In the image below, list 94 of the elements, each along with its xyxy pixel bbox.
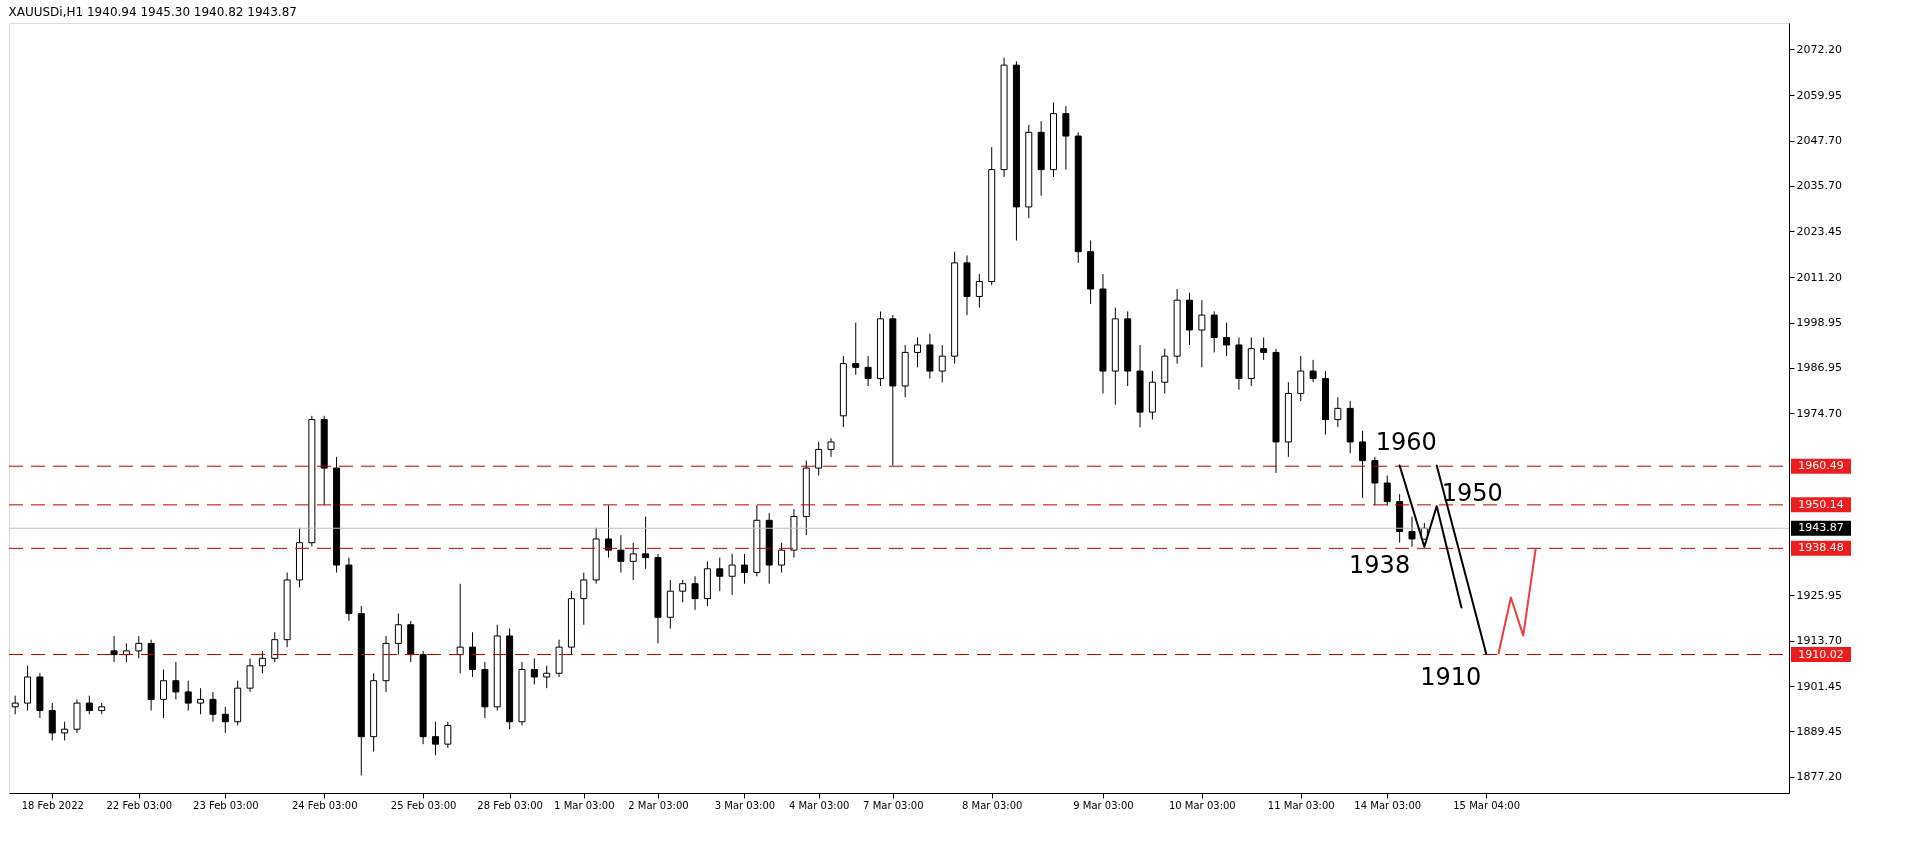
candlestick — [1334, 396, 1342, 428]
x-tick-label: 8 Mar 03:00 — [962, 799, 1023, 811]
candlestick — [160, 669, 168, 719]
candlestick — [864, 355, 872, 387]
candlestick — [716, 557, 724, 592]
y-tick-label: 1986.95 — [1796, 361, 1842, 375]
candlestick — [221, 706, 229, 734]
candlestick — [617, 534, 625, 574]
x-tick-label: 9 Mar 03:00 — [1073, 799, 1134, 811]
candlestick — [1383, 475, 1391, 506]
ref-line-label: 1910.02 — [1798, 647, 1844, 661]
x-tick-label: 24 Feb 03:00 — [291, 799, 358, 811]
y-tick-label: 2047.70 — [1796, 134, 1842, 148]
candlestick — [938, 344, 946, 383]
y-tick-label: 1901.45 — [1796, 679, 1842, 693]
candlestick — [1062, 105, 1070, 171]
candlestick — [691, 575, 699, 611]
x-tick-label: 22 Feb 03:00 — [106, 799, 173, 811]
annotation: 1910 — [1420, 662, 1482, 691]
candlestick — [975, 273, 983, 309]
annotation: 1950 — [1441, 479, 1503, 508]
x-tick-label: 14 Mar 03:00 — [1354, 799, 1422, 811]
candlestick — [48, 702, 56, 741]
candlestick — [1297, 355, 1305, 402]
candlestick — [852, 322, 860, 376]
y-tick-label: 2011.20 — [1796, 270, 1842, 284]
y-tick-label: 2072.20 — [1796, 42, 1842, 56]
candlestick — [444, 721, 452, 749]
x-tick-label: 18 Feb 2022 — [21, 799, 84, 811]
y-tick-label: 1925.95 — [1796, 588, 1842, 602]
candlestick — [61, 721, 69, 741]
candlestick — [728, 553, 736, 596]
candlestick — [740, 553, 748, 585]
candlestick — [914, 336, 922, 368]
candlestick — [85, 695, 93, 715]
candlestick — [1359, 430, 1367, 499]
candlestick — [827, 437, 835, 458]
candlestick — [394, 613, 402, 656]
candlestick — [642, 516, 650, 570]
candlestick — [431, 721, 439, 756]
x-tick-label: 23 Feb 03:00 — [193, 799, 259, 811]
candlestick — [1260, 336, 1268, 361]
candlestick — [815, 441, 823, 477]
y-tick-label: 1913.70 — [1796, 634, 1842, 648]
y-tick-label: 1877.20 — [1796, 770, 1842, 784]
candlestick — [258, 650, 266, 674]
candlestick — [1223, 322, 1231, 357]
y-tick-label: 2035.70 — [1796, 179, 1842, 193]
candlestick — [456, 583, 464, 674]
candlestick — [469, 631, 477, 678]
candlestick — [1309, 359, 1317, 383]
candlestick — [1210, 310, 1218, 353]
annotation: 1938 — [1349, 550, 1411, 579]
y-tick-label: 1998.95 — [1796, 316, 1842, 330]
candlestick — [629, 542, 637, 581]
x-tick-label: 4 Mar 03:00 — [788, 799, 850, 811]
candlestick — [605, 504, 613, 559]
candlestick — [1371, 456, 1379, 506]
ref-line-label: 1960.49 — [1798, 459, 1844, 473]
x-tick-label: 2 Mar 03:00 — [628, 799, 689, 811]
ref-line-label: 1943.87 — [1798, 521, 1844, 535]
candlestick — [679, 579, 687, 603]
candlestick — [110, 635, 118, 663]
x-tick-label: 15 Mar 04:00 — [1453, 799, 1521, 811]
candlestick — [530, 657, 538, 685]
x-tick-label: 28 Feb 03:00 — [477, 799, 543, 811]
candlestick — [246, 657, 254, 693]
candlestick — [184, 680, 192, 712]
candlestick — [1408, 516, 1416, 548]
candlestick — [1198, 299, 1206, 368]
candlestick — [543, 665, 551, 689]
y-tick-label: 2059.95 — [1796, 88, 1842, 102]
y-tick-label: 1889.45 — [1796, 724, 1842, 738]
candlestick — [271, 631, 279, 663]
candlestick — [11, 695, 19, 715]
chart-title: XAUUSDi,H1 1940.94 1945.30 1940.82 1943.87 — [8, 5, 297, 19]
candlestick — [197, 687, 205, 715]
ref-line-label: 1938.48 — [1798, 541, 1844, 555]
x-tick-label: 10 Mar 03:00 — [1168, 799, 1236, 811]
candlestick — [580, 572, 588, 626]
line-series — [1497, 548, 1537, 655]
candlestick — [778, 542, 786, 574]
candlestick — [135, 635, 143, 659]
x-tick-label: 3 Mar 03:00 — [714, 799, 776, 811]
x-tick-label: 1 Mar 03:00 — [554, 799, 615, 811]
x-tick-label: 25 Feb 03:00 — [390, 799, 457, 811]
y-tick-label: 2023.45 — [1796, 224, 1842, 238]
ref-line-label: 1950.14 — [1798, 497, 1844, 511]
x-tick-label: 11 Mar 03:00 — [1267, 799, 1335, 811]
y-tick-label: 1974.70 — [1796, 406, 1842, 420]
candlestick — [209, 691, 217, 723]
annotation: 1960 — [1375, 427, 1437, 456]
x-tick-label: 7 Mar 03:00 — [863, 799, 924, 811]
candlestick — [172, 661, 180, 700]
